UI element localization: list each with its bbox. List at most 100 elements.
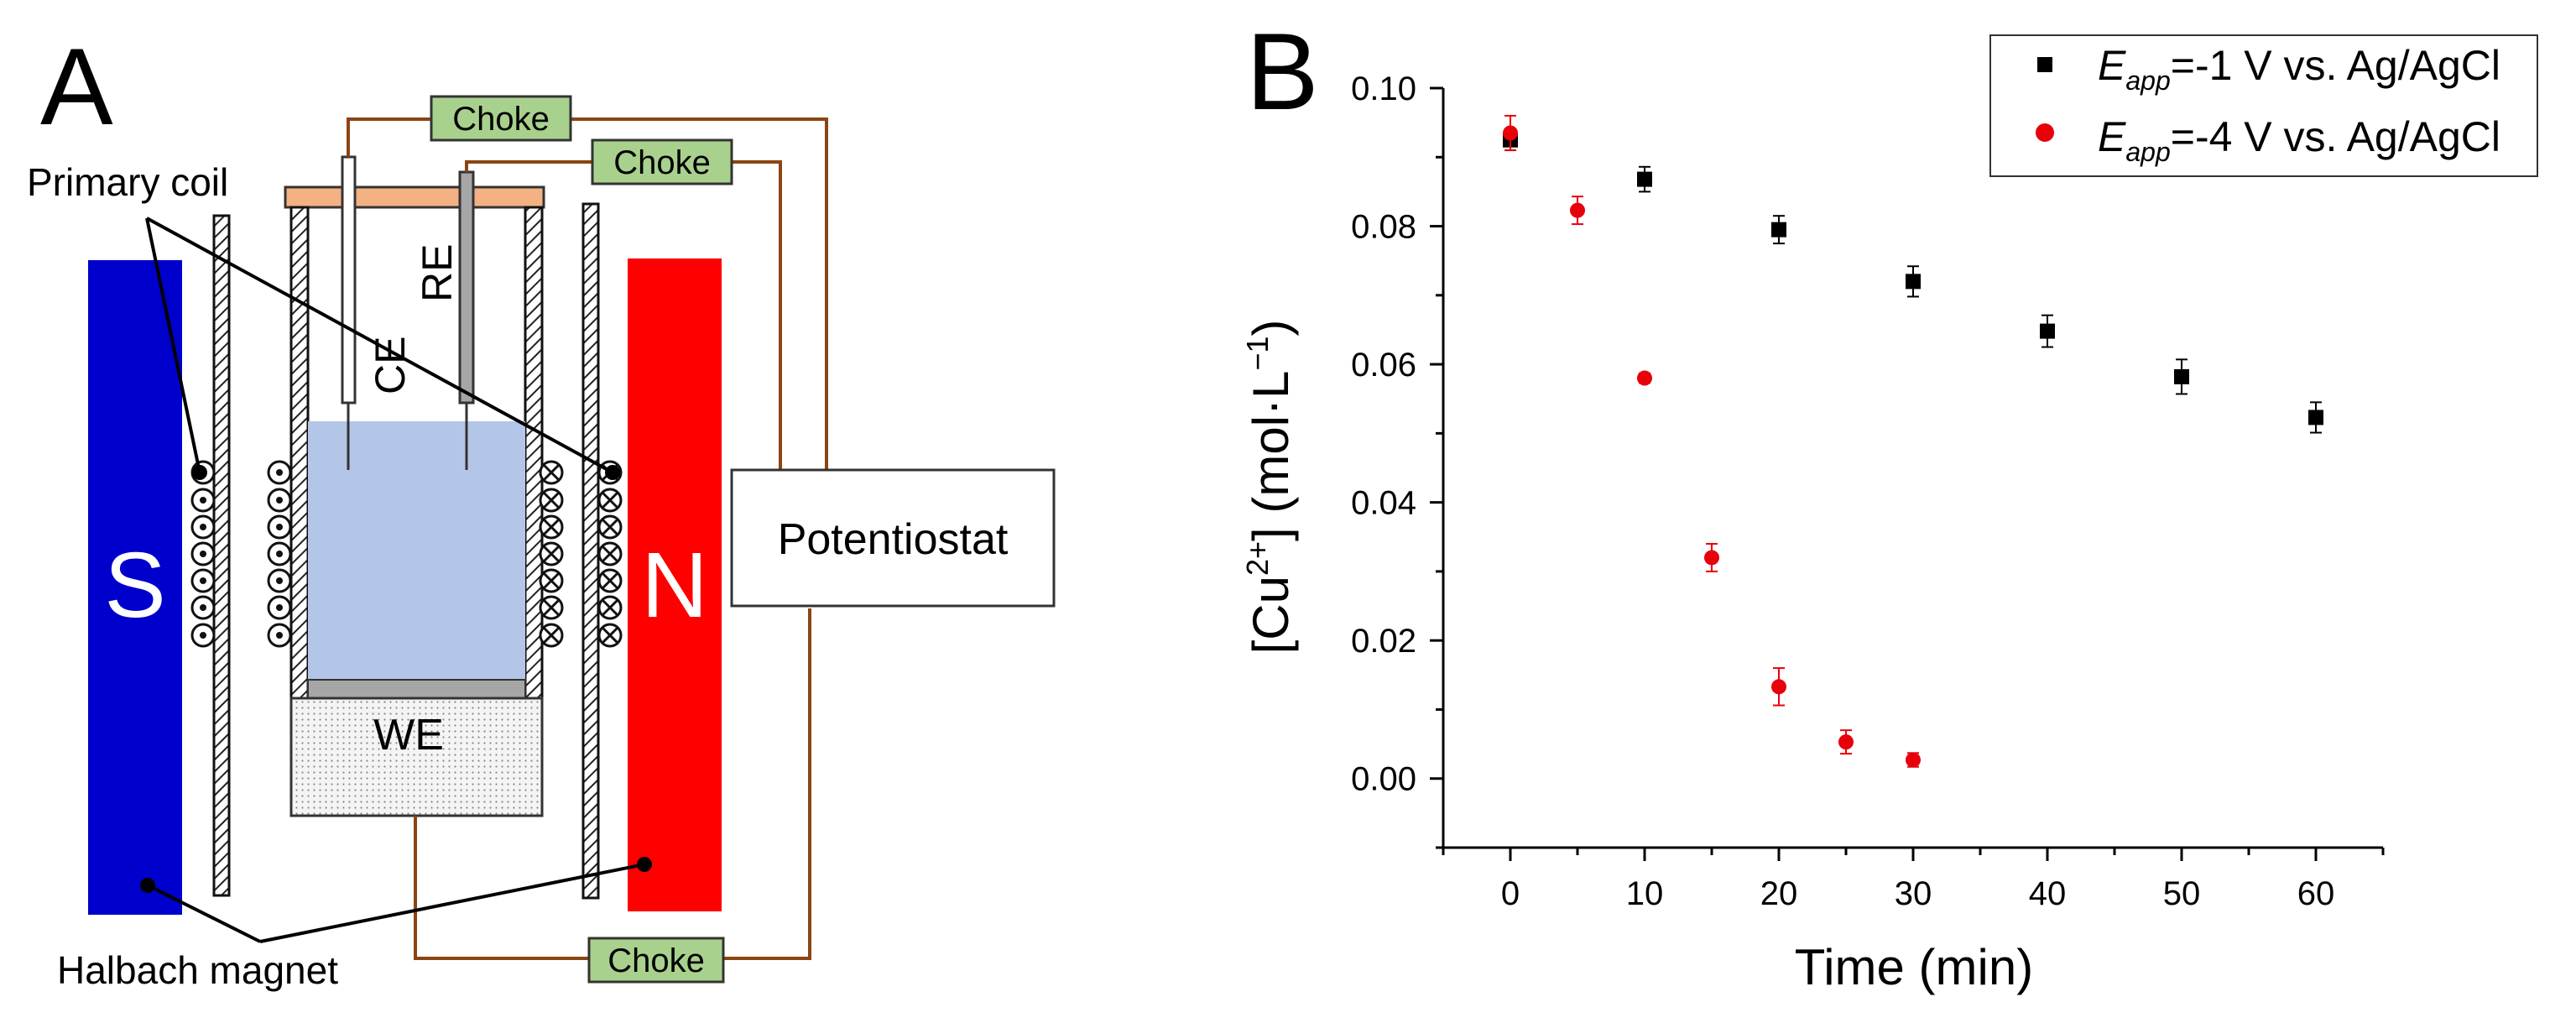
outer-wall-left xyxy=(212,214,231,897)
chart-tick-labels: 0 10 20 30 40 50 60 0.00 0.02 0.04 0.06 0.08 0.10 xyxy=(1351,70,2334,912)
inner-wall-left xyxy=(289,206,310,700)
coil-out-symbol xyxy=(267,623,292,648)
x-tick-label: 60 xyxy=(2297,875,2335,912)
coil-out-symbol xyxy=(267,514,292,540)
outer-wall-right xyxy=(581,202,600,900)
wire-ce xyxy=(347,117,828,497)
south-magnet-label: S xyxy=(104,534,165,637)
data-point xyxy=(1906,274,1921,290)
y-tick-label: 0.08 xyxy=(1351,209,1416,246)
data-point xyxy=(1570,202,1585,218)
y-tick-label: 0.06 xyxy=(1351,347,1416,384)
data-point xyxy=(1637,171,1652,187)
data-point xyxy=(1771,222,1786,237)
coil-out-symbol xyxy=(190,623,216,648)
callout-dot xyxy=(140,878,155,893)
data-point xyxy=(1503,125,1518,141)
data-point xyxy=(1637,370,1652,386)
choke-bottom: Choke xyxy=(587,937,725,984)
cell-lid xyxy=(284,185,545,209)
electrolyte xyxy=(308,421,525,681)
data-point xyxy=(1771,679,1786,695)
south-magnet xyxy=(88,260,182,915)
legend-marker-series-1 xyxy=(2037,57,2052,72)
coil-in-symbol xyxy=(539,514,564,540)
legend-label-series-1: Eapp=-1 V vs. Ag/AgCl xyxy=(2098,42,2500,96)
legend-marker-series-2 xyxy=(2036,123,2054,142)
y-tick-label: 0.00 xyxy=(1351,761,1416,798)
callout-coil-1 xyxy=(145,217,201,473)
coil-in-symbol xyxy=(539,488,564,513)
coil-out-symbol xyxy=(190,595,216,620)
north-magnet xyxy=(628,258,722,911)
panel-b: B 0 10 20 30 40 50 600.000.020.040.060.080.10 … xyxy=(1240,10,2538,995)
callout-dot xyxy=(605,465,620,480)
we-label: WE xyxy=(373,711,444,759)
panel-a: A S N WE CE RE xyxy=(27,25,1056,992)
coil-out-symbol xyxy=(190,568,216,593)
panel-a-label: A xyxy=(40,25,113,148)
data-point xyxy=(2174,368,2189,384)
x-tick-label: 10 xyxy=(1626,875,1664,912)
coil-in-symbol xyxy=(539,595,564,620)
coil-in-symbol xyxy=(539,568,564,593)
counter-electrode xyxy=(341,155,357,405)
primary-coil-label: Primary coil xyxy=(27,160,228,204)
svg-text:Choke: Choke xyxy=(452,101,550,138)
reference-electrode xyxy=(458,170,475,405)
chart-axes xyxy=(1442,88,2383,849)
coil-out-symbol xyxy=(267,488,292,513)
coil-in-symbol xyxy=(597,568,623,593)
potentiostat-box: Potentiostat xyxy=(730,468,1056,608)
series-2 xyxy=(1503,114,1921,768)
svg-text:Choke: Choke xyxy=(613,144,711,181)
inner-wall-right xyxy=(524,206,544,700)
callout-coil-2 xyxy=(146,217,613,474)
coil-out-symbol xyxy=(267,460,292,485)
choke-top: Choke xyxy=(430,95,572,142)
coil-out-symbol xyxy=(267,541,292,566)
y-tick-label: 0.02 xyxy=(1351,623,1416,660)
data-point xyxy=(1906,752,1921,768)
data-point xyxy=(1838,734,1854,750)
x-tick-label: 0 xyxy=(1501,875,1520,912)
callout-dot xyxy=(192,465,207,480)
coil-out-symbol xyxy=(190,488,216,513)
potentiostat-label: Potentiostat xyxy=(778,515,1009,564)
callout-dot xyxy=(637,857,652,872)
legend-box xyxy=(1989,34,2538,177)
legend-label-series-2: Eapp=-4 V vs. Ag/AgCl xyxy=(2098,113,2500,167)
coil-in-symbol xyxy=(597,541,623,566)
chart-series xyxy=(1503,114,2323,768)
x-tick-label: 20 xyxy=(1760,875,1798,912)
legend: Eapp=-1 V vs. Ag/AgCl Eapp=-4 V vs. Ag/A… xyxy=(1989,34,2538,177)
coil-in-symbol xyxy=(597,595,623,620)
y-tick-label: 0.04 xyxy=(1351,485,1416,522)
coil-in-symbol xyxy=(597,623,623,648)
coil-out-symbol xyxy=(190,541,216,566)
x-tick-label: 30 xyxy=(1895,875,1932,912)
coil-out-symbol xyxy=(267,595,292,620)
callout-magnet-1 xyxy=(147,884,261,943)
callout-magnet-2 xyxy=(259,863,645,943)
x-tick-label: 50 xyxy=(2163,875,2201,912)
panel-b-label: B xyxy=(1246,10,1319,133)
x-tick-label: 40 xyxy=(2029,875,2067,912)
y-tick-label: 0.10 xyxy=(1351,70,1416,107)
data-point xyxy=(2308,410,2323,425)
callouts xyxy=(145,217,645,943)
svg-text:Choke: Choke xyxy=(607,942,705,979)
halbach-magnet-label: Halbach magnet xyxy=(57,948,338,992)
coil-in-symbol xyxy=(539,460,564,485)
x-axis-title: Time (min) xyxy=(1795,939,2033,995)
ce-label: CE xyxy=(367,337,414,394)
chart-ticks xyxy=(1430,86,2385,861)
y-axis-title: [Cu2+] (mol·L−1) xyxy=(1240,320,1299,655)
re-label: RE xyxy=(414,244,461,302)
coil-out-symbol xyxy=(190,514,216,540)
coil-in-symbol xyxy=(597,488,623,513)
north-magnet-label: N xyxy=(641,534,707,637)
coil-out-symbol xyxy=(267,568,292,593)
we-plate xyxy=(307,679,526,699)
